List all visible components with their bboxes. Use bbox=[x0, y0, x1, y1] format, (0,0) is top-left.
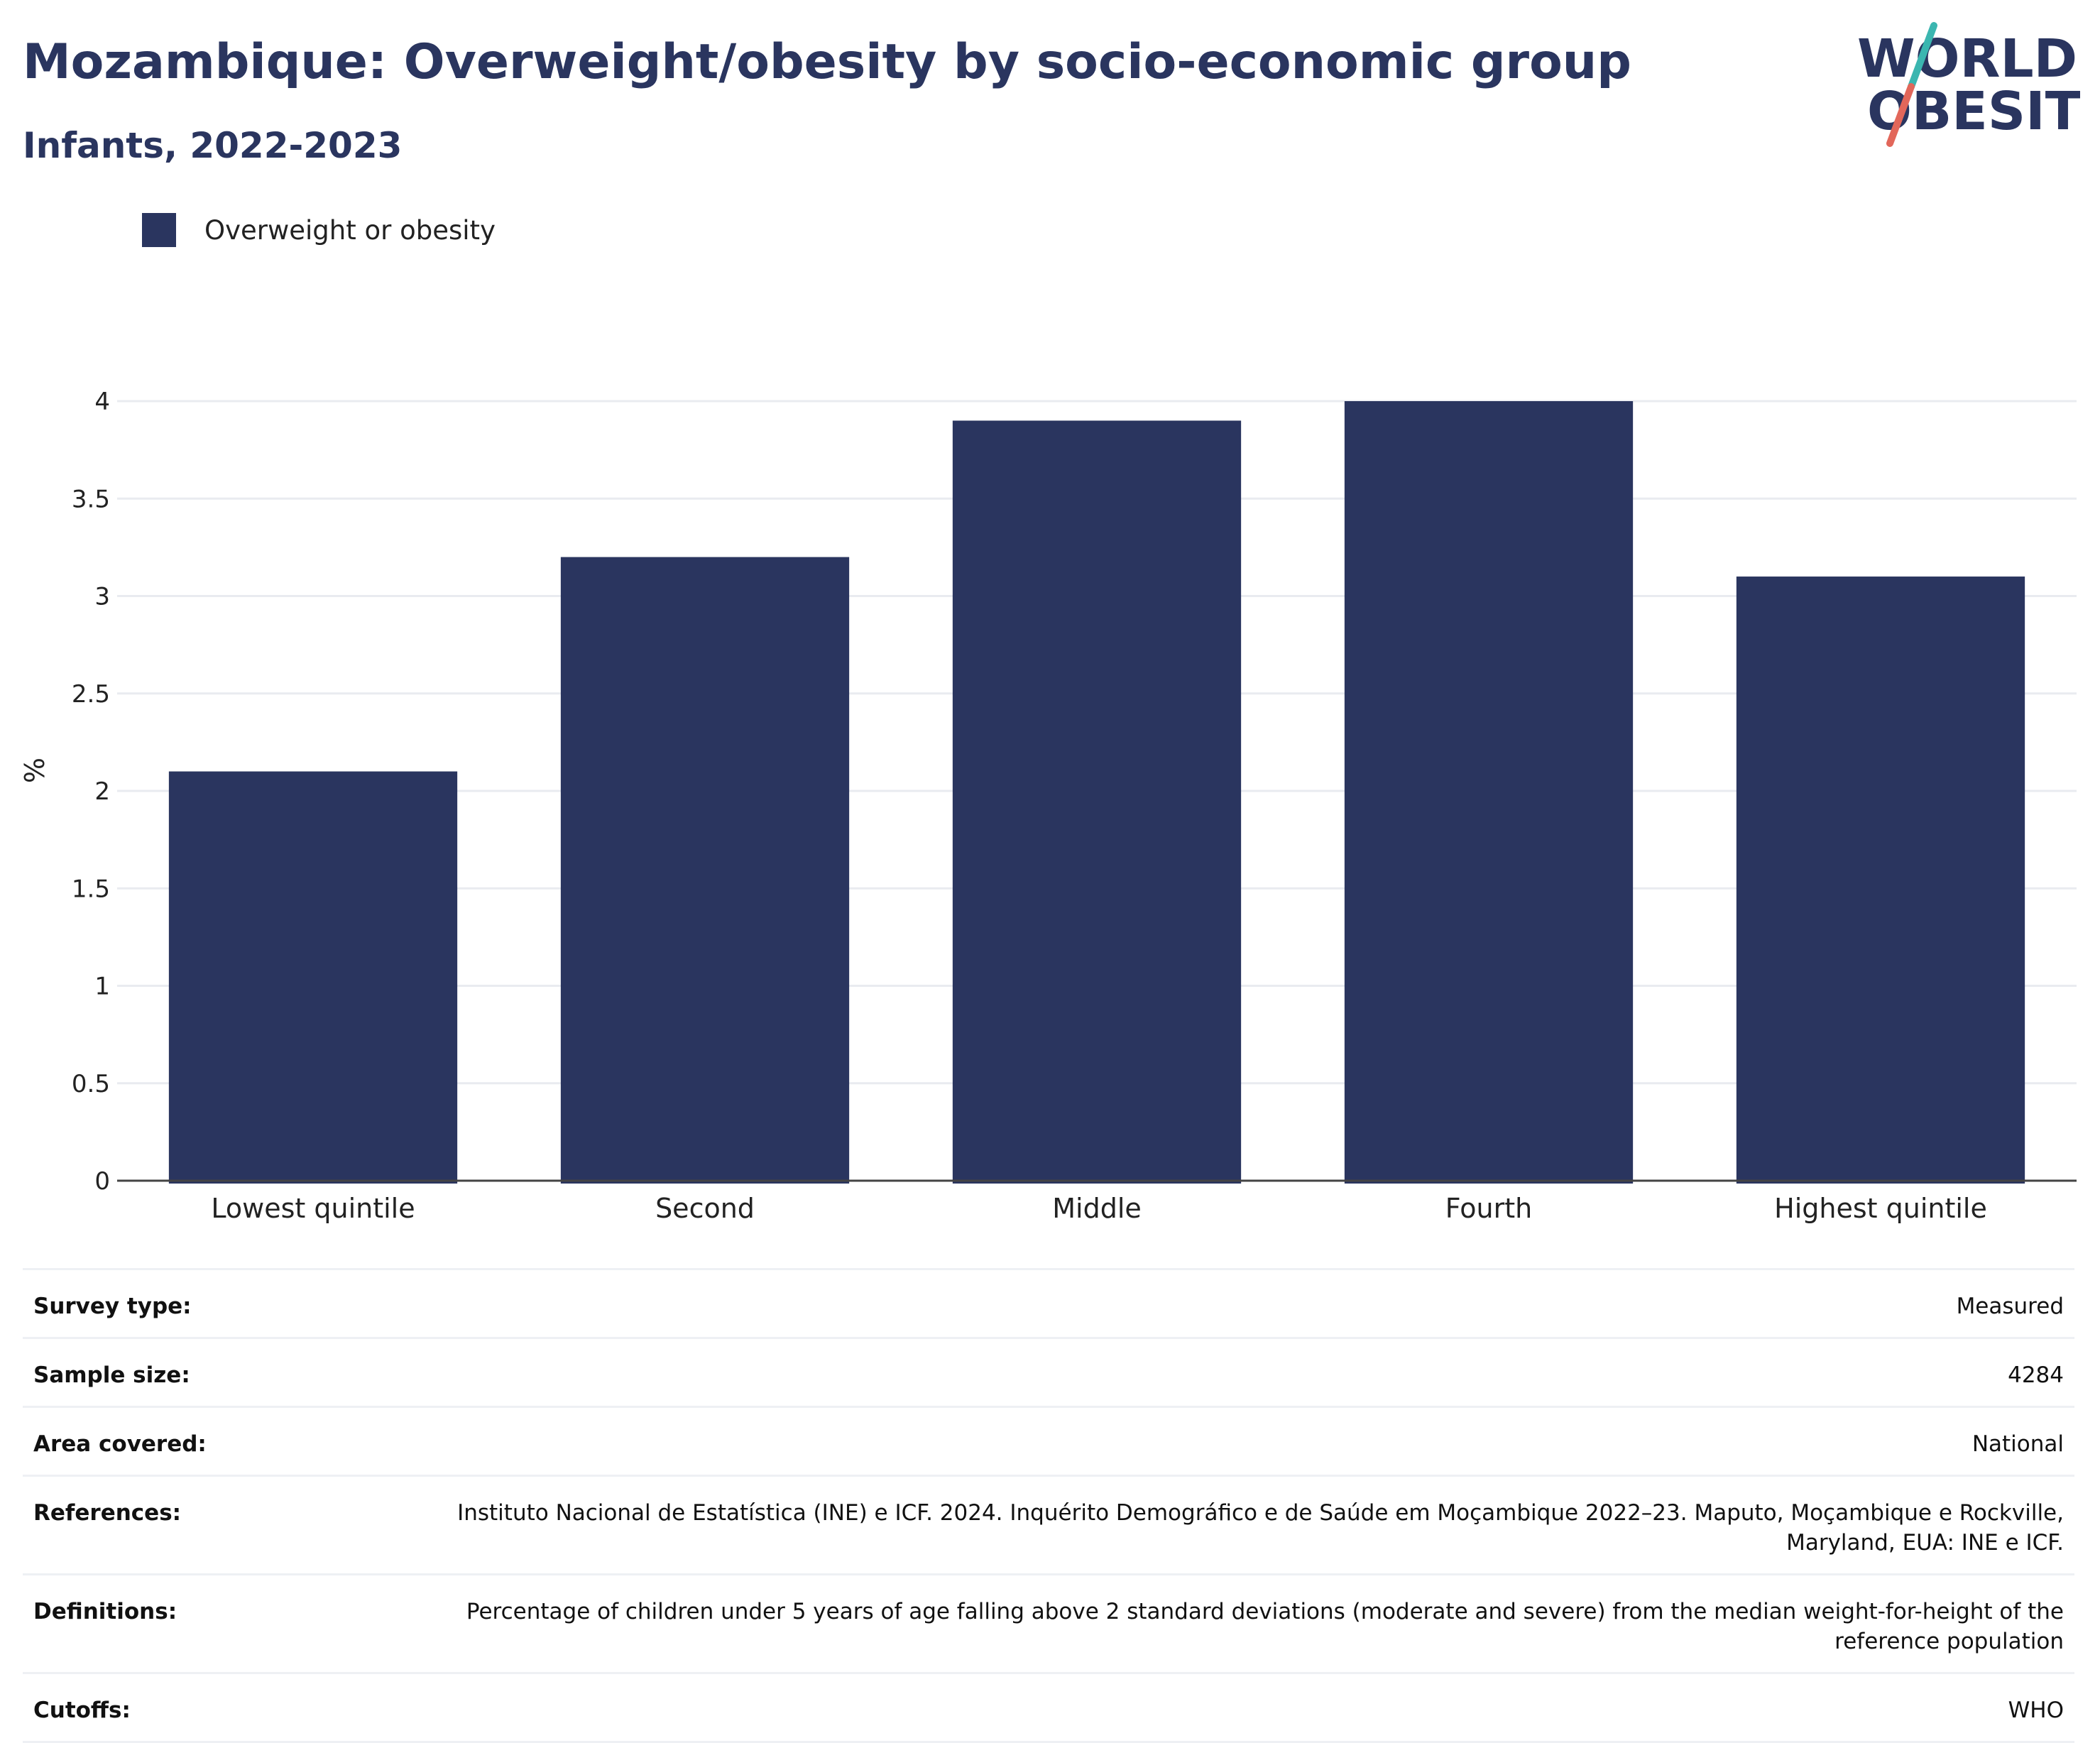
y-tick-label: 1.5 bbox=[72, 875, 110, 903]
x-tick-label: Highest quintile bbox=[1774, 1193, 1987, 1224]
info-row-area-covered: Area covered: National bbox=[23, 1406, 2074, 1476]
bar-chart: 0 0.5 1 1.5 2 2.5 3 3.5 4 Lowest quintile Second M… bbox=[19, 388, 2077, 1224]
bars bbox=[168, 401, 2025, 1184]
info-value: Percentage of children under 5 years of … bbox=[399, 1573, 2074, 1673]
legend-swatch-overweight bbox=[142, 213, 176, 247]
info-value: National bbox=[399, 1406, 2074, 1476]
info-row-references: References: Instituto Nacional de Estatí… bbox=[23, 1475, 2074, 1575]
page-subtitle: Infants, 2022-2023 bbox=[23, 125, 403, 166]
world-obesity-logo: WORLD OBESITY bbox=[1857, 22, 2080, 147]
info-row-cutoffs: Cutoffs: WHO bbox=[23, 1672, 2074, 1743]
info-label: Area covered: bbox=[23, 1406, 399, 1476]
info-row-survey-type: Survey type: Measured bbox=[23, 1268, 2074, 1338]
info-row-definitions: Definitions: Percentage of children unde… bbox=[23, 1573, 2074, 1673]
bar bbox=[168, 771, 458, 1184]
page-title: Mozambique: Overweight/obesity by socio-… bbox=[23, 34, 1631, 90]
bar bbox=[1736, 577, 2025, 1184]
y-tick-label: 3.5 bbox=[72, 485, 110, 513]
y-tick-label: 0.5 bbox=[72, 1070, 110, 1098]
info-row-sample-size: Sample size: 4284 bbox=[23, 1337, 2074, 1407]
y-tick-labels: 0 0.5 1 1.5 2 2.5 3 3.5 4 bbox=[72, 388, 110, 1196]
info-value: Instituto Nacional de Estatística (INE) … bbox=[399, 1475, 2074, 1575]
y-tick-label: 2 bbox=[94, 777, 110, 806]
logo-slash-top bbox=[1908, 22, 1937, 90]
bar bbox=[560, 557, 850, 1184]
x-tick-label: Fourth bbox=[1445, 1193, 1532, 1224]
info-label: Cutoffs: bbox=[23, 1672, 399, 1743]
info-label: Sample size: bbox=[23, 1337, 399, 1407]
y-tick-label: 0 bbox=[94, 1167, 110, 1196]
x-tick-labels: Lowest quintile Second Middle Fourth Highest… bbox=[211, 1193, 1986, 1224]
x-tick-label: Lowest quintile bbox=[211, 1193, 415, 1224]
y-tick-label: 3 bbox=[94, 583, 110, 611]
y-axis-label: % bbox=[19, 758, 50, 783]
bar bbox=[1344, 401, 1634, 1184]
chart-legend: Overweight or obesity bbox=[142, 213, 496, 247]
bar bbox=[952, 420, 1242, 1184]
y-tick-label: 2.5 bbox=[72, 680, 110, 709]
info-value: WHO bbox=[399, 1672, 2074, 1743]
y-tick-label: 1 bbox=[94, 973, 110, 1001]
survey-info-table: Survey type: Measured Sample size: 4284 … bbox=[23, 1268, 2074, 1743]
info-value: 4284 bbox=[399, 1337, 2074, 1407]
x-tick-label: Middle bbox=[1052, 1193, 1142, 1224]
x-tick-label: Second bbox=[655, 1193, 755, 1224]
y-tick-label: 4 bbox=[94, 388, 110, 416]
info-label: Definitions: bbox=[23, 1573, 399, 1673]
legend-label-overweight: Overweight or obesity bbox=[204, 214, 496, 246]
info-value: Measured bbox=[399, 1268, 2074, 1338]
info-label: Survey type: bbox=[23, 1268, 399, 1338]
info-label: References: bbox=[23, 1475, 399, 1575]
logo-word-world: WORLD bbox=[1857, 28, 2077, 89]
logo-slash-bottom bbox=[1886, 83, 1915, 147]
